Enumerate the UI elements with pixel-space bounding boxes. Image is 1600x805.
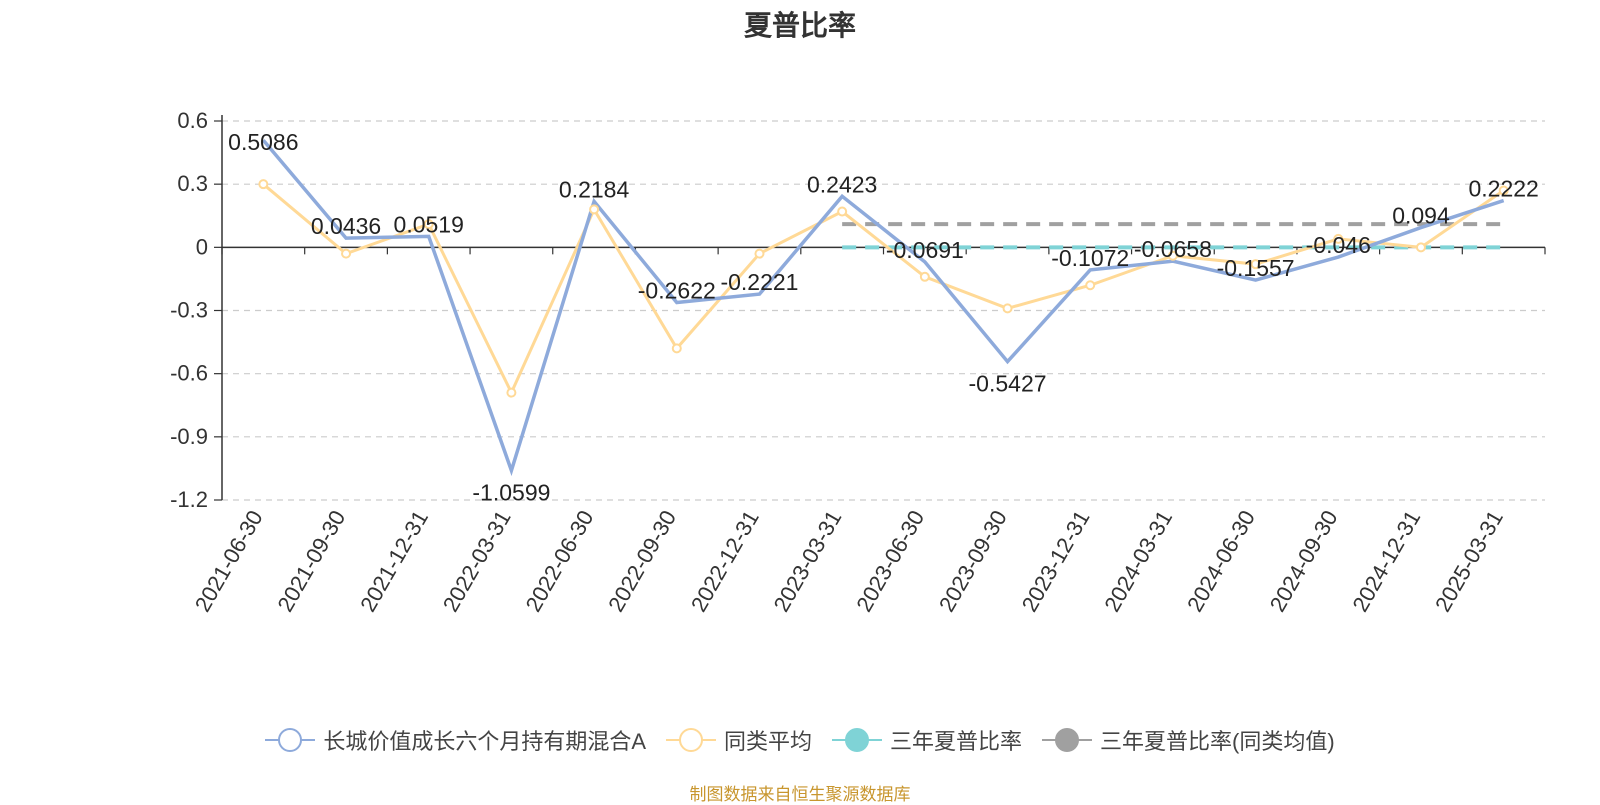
y-tick-label: 0 [196,234,208,259]
legend-label: 三年夏普比率 [890,729,1023,754]
fund-data-label: -0.2622 [638,278,716,304]
fund-data-label: 0.2184 [559,176,630,202]
fund-data-label: -0.0691 [886,237,964,263]
fund-data-label: 0.5086 [228,129,298,155]
x-tick-label: 2024-03-31 [1099,506,1177,616]
y-tick-label: -1.2 [170,487,208,512]
peer-average-point [754,248,765,259]
x-tick-label: 2022-12-31 [686,506,764,616]
x-tick-label: 2022-06-30 [520,506,598,616]
x-tick-label: 2023-09-30 [934,506,1012,616]
peer-average-point [1333,233,1344,244]
fund-data-label: 0.0436 [311,213,381,239]
peer-average-point [423,219,434,230]
fund-data-label: 0.2423 [807,171,877,197]
peer-average-point [1415,242,1426,253]
x-tick-label: 2024-12-31 [1347,506,1425,616]
peer-average-point [1498,185,1509,196]
x-tick-label: 2021-09-30 [272,506,350,616]
peer-average-point [1085,280,1096,291]
peer-average-point [506,387,517,398]
x-tick-label: 2025-03-31 [1430,506,1508,616]
y-tick-label: -0.3 [170,298,208,323]
peer-average-point [671,343,682,354]
peer-average-point [1167,250,1178,261]
x-tick-label: 2024-06-30 [1182,506,1260,616]
legend-symbol-icon [265,728,316,752]
fund-data-label: -0.1072 [1051,245,1129,271]
chart-legend: 长城价值成长六个月持有期混合A 同类平均 三年夏普比率 三年夏普比率(同类均值) [0,724,1600,756]
legend-item[interactable]: 同类平均 [666,724,812,756]
fund-line [262,139,1505,477]
legend-symbol-icon [1042,728,1093,752]
x-tick-label: 2022-03-31 [438,506,516,616]
x-tick-label: 2021-12-31 [355,506,433,616]
peer-average-point [1250,259,1261,270]
x-tick-label: 2021-06-30 [190,506,268,616]
legend-item[interactable]: 三年夏普比率(同类均值) [1042,724,1335,756]
peer-average-point [258,179,269,190]
fund-data-label: 0.2222 [1468,176,1538,202]
fund-data-label: -0.046 [1306,232,1371,258]
x-tick-label: 2023-12-31 [1017,506,1095,616]
legend-symbol-icon [832,728,883,752]
fund-data-label: -1.0599 [472,480,550,506]
x-tick-label: 2022-09-30 [603,506,681,616]
peer-average-point [919,271,930,282]
peer-average-point [1002,303,1013,314]
y-tick-label: 0.6 [177,108,208,133]
fund-data-label: -0.0658 [1134,236,1212,262]
fund-data-label: -0.2221 [720,269,798,295]
legend-label: 长城价值成长六个月持有期混合A [323,729,646,754]
y-tick-label: -0.6 [170,361,208,386]
legend-label: 三年夏普比率(同类均值) [1100,729,1335,754]
x-tick-label: 2024-09-30 [1265,506,1343,616]
y-tick-label: 0.3 [177,171,208,196]
x-tick-label: 2023-06-30 [851,506,929,616]
source-note: 制图数据来自恒生聚源数据库 [689,785,911,804]
legend-item[interactable]: 长城价值成长六个月持有期混合A [265,724,646,756]
y-tick-label: -0.9 [170,424,208,449]
fund-data-label: -0.5427 [969,371,1047,397]
peer-average-point [341,248,352,259]
peer-average-line [262,183,1505,397]
chart-title: 夏普比率 [743,10,856,41]
peer-average-point [837,206,848,217]
legend-label: 同类平均 [724,729,813,754]
fund-data-label: 0.094 [1392,203,1450,229]
legend-symbol-icon [666,728,716,752]
fund-data-label: 0.0519 [394,211,464,237]
legend-item[interactable]: 三年夏普比率 [832,724,1022,756]
peer-average-point [589,204,600,215]
x-tick-label: 2023-03-31 [769,506,847,616]
fund-data-label: -0.1557 [1217,255,1295,281]
